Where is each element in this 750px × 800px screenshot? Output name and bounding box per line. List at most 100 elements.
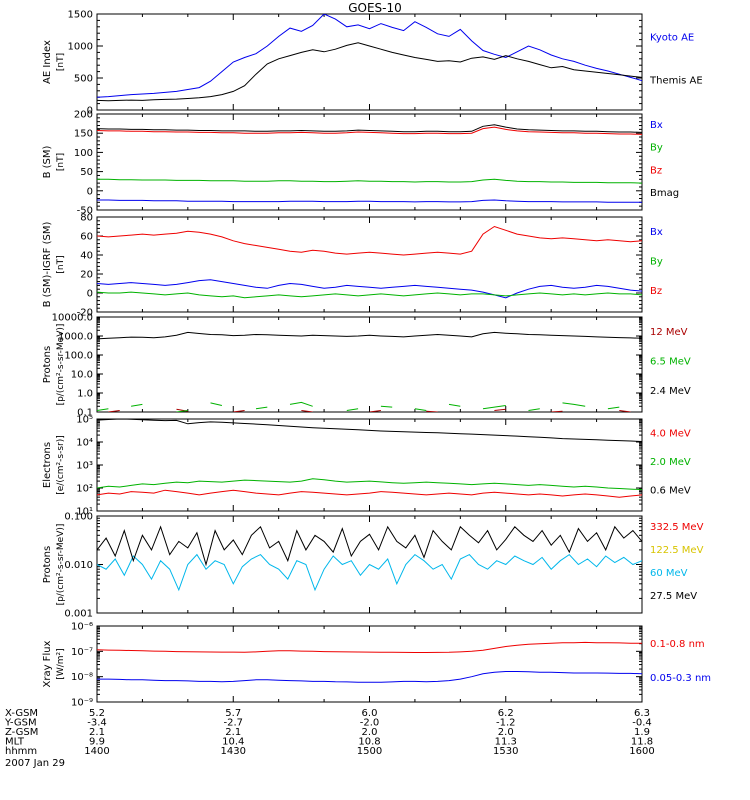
panel-1-ae-index: 0 500 1000 1500 Kyoto AE Themis AE AE Index [nT… bbox=[42, 10, 703, 117]
legend-12-mev: 12 MeV bbox=[650, 327, 688, 338]
y-tick-label: 1000.0 bbox=[58, 332, 93, 343]
y-tick-label: 50 bbox=[80, 167, 93, 178]
y-tick-label: 10⁻⁸ bbox=[71, 672, 93, 683]
y-axis-units: [W/m²] bbox=[56, 648, 66, 679]
panel-2-b-sm: -50 0 50 100 150 200 Bx By Bz Bmag B (SM) [nT] bbox=[42, 110, 679, 217]
y-tick-label: 10.0 bbox=[71, 370, 93, 381]
row-value: 2.1 bbox=[89, 727, 105, 738]
chart-title: GOES-10 bbox=[348, 1, 402, 15]
y-axis-units: [nT] bbox=[56, 53, 66, 71]
row-value: -2.7 bbox=[223, 718, 243, 729]
legend-4-0-mev: 4.0 MeV bbox=[650, 429, 691, 440]
legend-332-5-mev: 332.5 MeV bbox=[650, 522, 704, 533]
y-axis-name: Protons bbox=[42, 546, 53, 583]
legend-2-4-mev: 2.4 MeV bbox=[650, 386, 691, 397]
y-tick-label: 0.010 bbox=[64, 560, 93, 571]
y-axis-name: Protons bbox=[42, 346, 53, 383]
legend-0-1-0-8-nm: 0.1-0.8 nm bbox=[650, 639, 705, 650]
date-label: 2007 Jan 29 bbox=[5, 758, 65, 769]
row-value: 6.2 bbox=[498, 708, 514, 719]
series-bx bbox=[97, 279, 642, 299]
y-tick-label: 0.100 bbox=[64, 512, 93, 523]
panel-3-b-sm-igrf-sm: -20 0 20 40 60 80 Bx By Bz B (SM)-IGRF (SM) [nT] bbox=[42, 213, 663, 319]
row-value: 2.0 bbox=[362, 727, 378, 738]
legend-by: By bbox=[650, 143, 663, 154]
y-tick-label: -50 bbox=[77, 206, 93, 217]
row-value: 1530 bbox=[493, 746, 518, 757]
legend-6-5-mev: 6.5 MeV bbox=[650, 357, 691, 368]
legend-0-05-0-3-nm: 0.05-0.3 nm bbox=[650, 673, 711, 684]
panel-7-xray-flux: 10⁻⁹ 10⁻⁸ 10⁻⁷ 10⁻⁶ 0.1-0.8 nm 0.05-0.3 nm Xra… bbox=[42, 622, 711, 709]
legend-kyoto-ae: Kyoto AE bbox=[650, 33, 694, 44]
panel-4-protons: 0.1 1.0 10.0 100.0 1000.0 10000.0 12 MeV 6.5 Me… bbox=[42, 313, 691, 419]
series-27-5-mev bbox=[97, 525, 642, 567]
row-label-hhmm: hhmm bbox=[5, 746, 37, 757]
legend-122-5-mev: 122.5 MeV bbox=[650, 545, 704, 556]
y-tick-label: 10⁻⁷ bbox=[71, 647, 93, 658]
series-by bbox=[97, 291, 642, 299]
panel-frame bbox=[96, 113, 643, 211]
y-tick-label: 200 bbox=[74, 110, 93, 121]
y-tick-label: 10⁻⁹ bbox=[71, 698, 93, 709]
y-tick-label: 10⁻⁶ bbox=[71, 622, 93, 633]
y-tick-label: 100 bbox=[74, 148, 93, 159]
y-axis-units: [p/(cm²-s-sr-MeV)] bbox=[56, 324, 66, 406]
y-tick-label: 1.0 bbox=[77, 389, 93, 400]
series-by bbox=[97, 178, 642, 184]
series-0-05-0-3-nm bbox=[97, 671, 642, 683]
row-value: 5.7 bbox=[225, 708, 241, 719]
row-value: 1600 bbox=[629, 746, 654, 757]
row-value: 10.4 bbox=[222, 737, 244, 748]
y-axis-units: [nT] bbox=[56, 153, 66, 171]
legend-bz: Bz bbox=[650, 165, 662, 176]
series-0-1-0-8-nm bbox=[97, 641, 642, 653]
y-tick-label: 500 bbox=[74, 74, 93, 85]
y-tick-label: 0.1 bbox=[77, 408, 93, 419]
y-tick-label: 150 bbox=[74, 129, 93, 140]
row-label-z-gsm: Z-GSM bbox=[5, 727, 38, 738]
series-2-0-mev bbox=[97, 478, 642, 491]
y-tick-label: 10000.0 bbox=[52, 313, 93, 324]
panel-5-electrons: 10¹ 10² 10³ 10⁴ 10⁵ 4.0 MeV 2.0 MeV 0.6 MeV Elec… bbox=[42, 415, 691, 518]
row-value: 9.9 bbox=[89, 737, 105, 748]
series-bz bbox=[97, 225, 642, 256]
series-themis-ae bbox=[97, 42, 642, 102]
row-value: 5.2 bbox=[89, 708, 105, 719]
y-axis-name: B (SM)-IGRF (SM) bbox=[42, 222, 53, 308]
row-value: -0.4 bbox=[632, 718, 652, 729]
series-12-mev bbox=[108, 408, 631, 412]
row-label-y-gsm: Y-GSM bbox=[4, 718, 37, 729]
row-label-x-gsm: X-GSM bbox=[5, 708, 38, 719]
y-tick-label: 10⁵ bbox=[76, 415, 93, 426]
series-0-6-mev bbox=[97, 419, 642, 442]
y-tick-label: 10² bbox=[76, 484, 93, 495]
series-kyoto-ae bbox=[97, 14, 642, 98]
y-axis-name: AE Index bbox=[42, 40, 53, 84]
legend-2-0-mev: 2.0 MeV bbox=[650, 457, 691, 468]
row-value: 2.0 bbox=[498, 727, 514, 738]
legend-bx: Bx bbox=[650, 120, 663, 131]
panel-frame bbox=[96, 625, 643, 703]
series-60-mev bbox=[97, 553, 642, 592]
y-tick-label: -20 bbox=[77, 308, 93, 319]
y-axis-units: [p/(cm²-s-sr-MeV)] bbox=[56, 524, 66, 606]
y-axis-units: [nT] bbox=[56, 255, 66, 273]
legend-bx: Bx bbox=[650, 227, 663, 238]
row-value: -2.0 bbox=[360, 718, 380, 729]
panel-frame bbox=[96, 216, 643, 313]
y-axis-units: [e/(cm²-s-sr)] bbox=[56, 435, 66, 495]
series-2-4-mev bbox=[97, 331, 642, 340]
legend-by: By bbox=[650, 257, 663, 268]
y-tick-label: 20 bbox=[80, 270, 93, 281]
y-tick-label: 60 bbox=[80, 232, 93, 243]
row-value: -3.4 bbox=[87, 718, 107, 729]
y-tick-label: 1000 bbox=[68, 42, 93, 53]
row-value: 10.8 bbox=[358, 737, 380, 748]
row-value: 2.1 bbox=[225, 727, 241, 738]
legend-60-mev: 60 MeV bbox=[650, 568, 688, 579]
y-tick-label: 40 bbox=[80, 251, 93, 262]
row-value: -1.2 bbox=[496, 718, 516, 729]
series-bz bbox=[97, 126, 642, 135]
y-tick-label: 0 bbox=[87, 106, 93, 117]
row-value: 6.0 bbox=[362, 708, 378, 719]
